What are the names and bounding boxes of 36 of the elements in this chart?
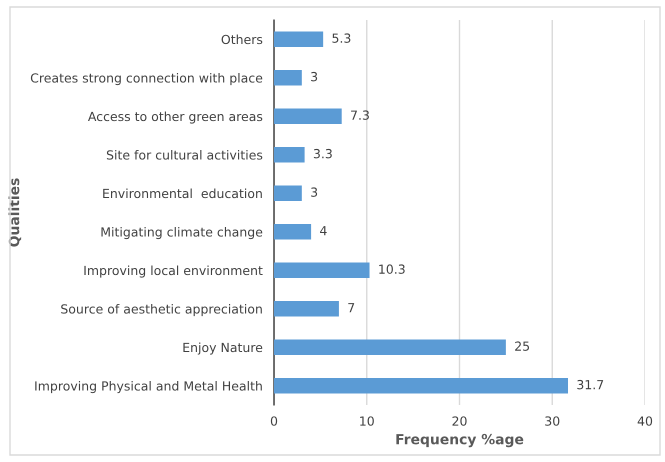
data-label: 3 — [311, 187, 318, 197]
y-tick-label: Improving Physical and Metal Health — [35, 381, 262, 394]
y-tick-label: Others — [222, 34, 262, 44]
data-label: 4 — [320, 226, 327, 236]
data-label: 7.3 — [351, 110, 369, 120]
bar — [274, 224, 312, 240]
data-label: 5.3 — [332, 33, 350, 43]
bar — [274, 301, 339, 316]
x-tick-label: 0 — [270, 416, 278, 426]
y-tick-label: Access to other green areas — [88, 112, 262, 124]
y-tick-label: Creates strong connection with place — [30, 73, 262, 86]
bar — [274, 186, 302, 201]
x-tick-label: 30 — [545, 416, 560, 426]
y-tick-label: Source of aesthetic appreciation — [61, 304, 262, 316]
bar — [274, 340, 506, 355]
y-tick-label: Site for cultural activities — [106, 150, 262, 160]
bar — [274, 378, 568, 394]
x-tick-label: 10 — [360, 416, 374, 426]
data-label: 3.3 — [314, 148, 332, 158]
bar — [274, 32, 324, 47]
x-axis-title: Frequency %age — [396, 434, 524, 448]
data-label: 3 — [311, 72, 318, 82]
x-tick-label: 20 — [452, 416, 467, 426]
bar — [274, 108, 342, 124]
bar — [274, 262, 370, 278]
y-tick-label: Environmental education — [103, 188, 262, 198]
y-tick-label: Enjoy Nature — [183, 342, 262, 355]
y-tick-label: Mitigating climate change — [101, 227, 262, 240]
bar — [274, 70, 302, 86]
y-tick-label: Improving local environment — [84, 266, 263, 278]
data-label: 31.7 — [577, 380, 604, 390]
data-label: 10.3 — [379, 264, 405, 274]
data-label: 7 — [348, 303, 354, 312]
bar — [274, 147, 305, 162]
x-tick-label: 40 — [638, 416, 652, 426]
data-label: 25 — [515, 341, 530, 351]
